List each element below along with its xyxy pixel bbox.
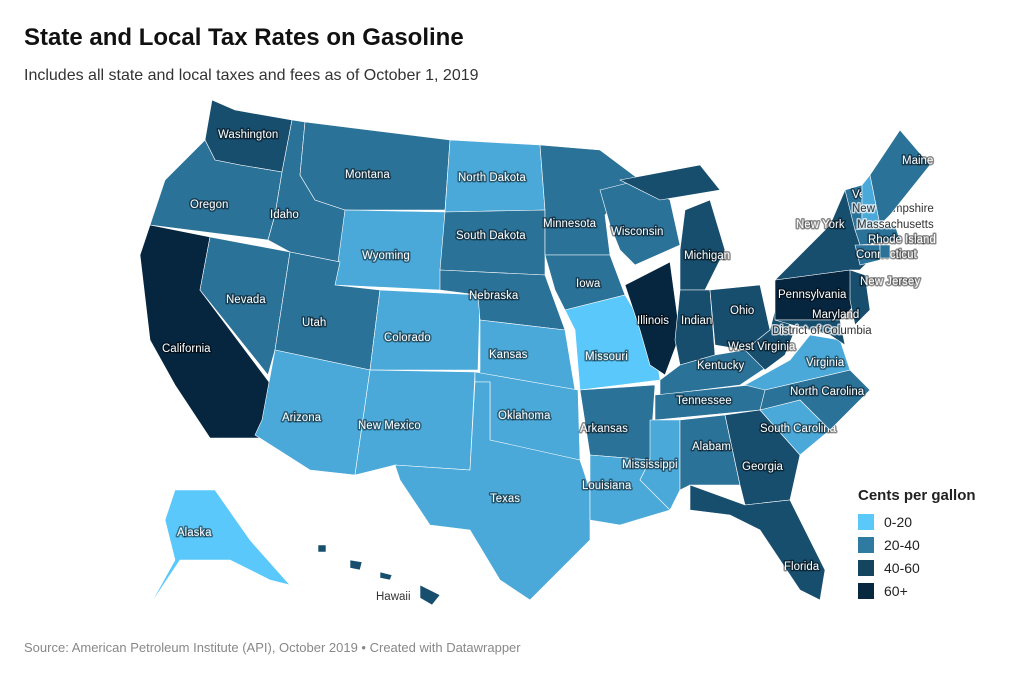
state-label: Virginia bbox=[806, 357, 845, 369]
state-label: Idaho bbox=[270, 209, 299, 221]
state-district-of-columbia[interactable] bbox=[819, 325, 827, 333]
state-label: Georgia bbox=[742, 461, 784, 473]
state-label: Nevada bbox=[226, 294, 266, 306]
legend-swatch bbox=[858, 513, 874, 530]
state-minnesota[interactable] bbox=[539, 144, 641, 256]
state-label: South Carolina bbox=[760, 423, 837, 435]
state-label: Minnesota bbox=[543, 218, 597, 230]
legend-item: 0-20 bbox=[858, 510, 976, 533]
state-rhode-island[interactable] bbox=[879, 244, 891, 259]
state-label: Utah bbox=[302, 317, 326, 329]
legend: Cents per gallon 0-20 20-40 40-60 60+ bbox=[858, 487, 976, 602]
state-label: Washington bbox=[218, 129, 278, 141]
state-label: Massachusetts bbox=[857, 219, 934, 231]
state-hawaii[interactable] bbox=[317, 544, 327, 553]
state-label: Wyoming bbox=[362, 250, 410, 262]
state-label: Colorado bbox=[384, 332, 431, 344]
state-nevada[interactable] bbox=[199, 236, 291, 376]
state-label: Indiana bbox=[681, 315, 719, 327]
state-indiana[interactable] bbox=[674, 289, 716, 366]
state-maine[interactable] bbox=[869, 129, 931, 226]
state-label: Ohio bbox=[730, 305, 754, 317]
state-alaska[interactable] bbox=[149, 489, 291, 606]
state-label: Wisconsin bbox=[611, 226, 663, 238]
state-label: Pennsylvania bbox=[778, 289, 847, 301]
legend-swatch bbox=[858, 559, 874, 576]
legend-label: 0-20 bbox=[884, 513, 913, 530]
state-hawaii[interactable] bbox=[419, 584, 441, 606]
state-label: District of Columbia bbox=[772, 325, 872, 337]
legend-label: 60+ bbox=[884, 582, 908, 599]
state-new-jersey[interactable] bbox=[849, 269, 871, 326]
state-label: Maine bbox=[902, 155, 933, 167]
state-label: New Jersey bbox=[860, 276, 920, 288]
state-label: North Dakota bbox=[458, 172, 526, 184]
state-label: West Virginia bbox=[728, 341, 796, 353]
state-label: Alaska bbox=[177, 527, 212, 539]
state-connecticut[interactable] bbox=[854, 244, 881, 266]
state-florida[interactable] bbox=[689, 484, 826, 601]
state-label: New York bbox=[796, 219, 845, 231]
state-montana[interactable] bbox=[299, 121, 451, 211]
state-label: California bbox=[162, 343, 211, 355]
state-label: Oregon bbox=[190, 199, 228, 211]
state-label: Rhode Island bbox=[868, 234, 936, 246]
state-michigan[interactable] bbox=[679, 199, 726, 291]
state-label: Florida bbox=[784, 561, 820, 573]
state-label: Maryland bbox=[812, 309, 859, 321]
state-label: Texas bbox=[490, 493, 520, 505]
state-label: Hawaii bbox=[376, 591, 411, 603]
state-label: Nebraska bbox=[469, 290, 519, 302]
state-label: Missouri bbox=[585, 351, 628, 363]
legend-item: 20-40 bbox=[858, 533, 976, 556]
state-label: Arizona bbox=[282, 412, 322, 424]
state-label: New Mexico bbox=[358, 420, 421, 432]
state-label: Montana bbox=[345, 169, 390, 181]
state-label: North Carolina bbox=[790, 386, 865, 398]
legend-item: 40-60 bbox=[858, 556, 976, 579]
state-label: Illinois bbox=[637, 315, 669, 327]
state-alabama[interactable] bbox=[679, 414, 741, 491]
state-hawaii[interactable] bbox=[379, 571, 393, 581]
state-maryland[interactable] bbox=[774, 319, 846, 346]
source-footer: Source: American Petroleum Institute (AP… bbox=[24, 640, 521, 655]
legend-swatch bbox=[858, 536, 874, 553]
legend-title: Cents per gallon bbox=[858, 487, 976, 504]
legend-item: 60+ bbox=[858, 579, 976, 602]
state-colorado[interactable] bbox=[369, 289, 481, 371]
state-label: South Dakota bbox=[456, 230, 526, 242]
state-michigan[interactable] bbox=[619, 164, 721, 201]
state-label: Oklahoma bbox=[498, 410, 551, 422]
state-label: Kentucky bbox=[697, 360, 745, 372]
state-label: Mississippi bbox=[622, 459, 678, 471]
state-label: Michigan bbox=[684, 250, 730, 262]
state-label: Tennessee bbox=[676, 395, 732, 407]
legend-label: 20-40 bbox=[884, 536, 920, 553]
chart-subtitle: Includes all state and local taxes and f… bbox=[24, 67, 479, 84]
state-hawaii[interactable] bbox=[349, 559, 363, 571]
state-label: Louisiana bbox=[582, 480, 632, 492]
state-label: Iowa bbox=[576, 278, 601, 290]
state-west-virginia[interactable] bbox=[744, 309, 796, 371]
chart-title: State and Local Tax Rates on Gasoline bbox=[24, 24, 464, 51]
legend-label: 40-60 bbox=[884, 559, 920, 576]
state-label: Kansas bbox=[489, 349, 528, 361]
legend-swatch bbox=[858, 582, 874, 599]
state-massachusetts[interactable] bbox=[854, 224, 901, 246]
state-label: Arkansas bbox=[580, 423, 628, 435]
state-label: Alabama bbox=[692, 441, 738, 453]
state-illinois[interactable] bbox=[624, 261, 681, 376]
state-south-dakota[interactable] bbox=[439, 209, 546, 276]
